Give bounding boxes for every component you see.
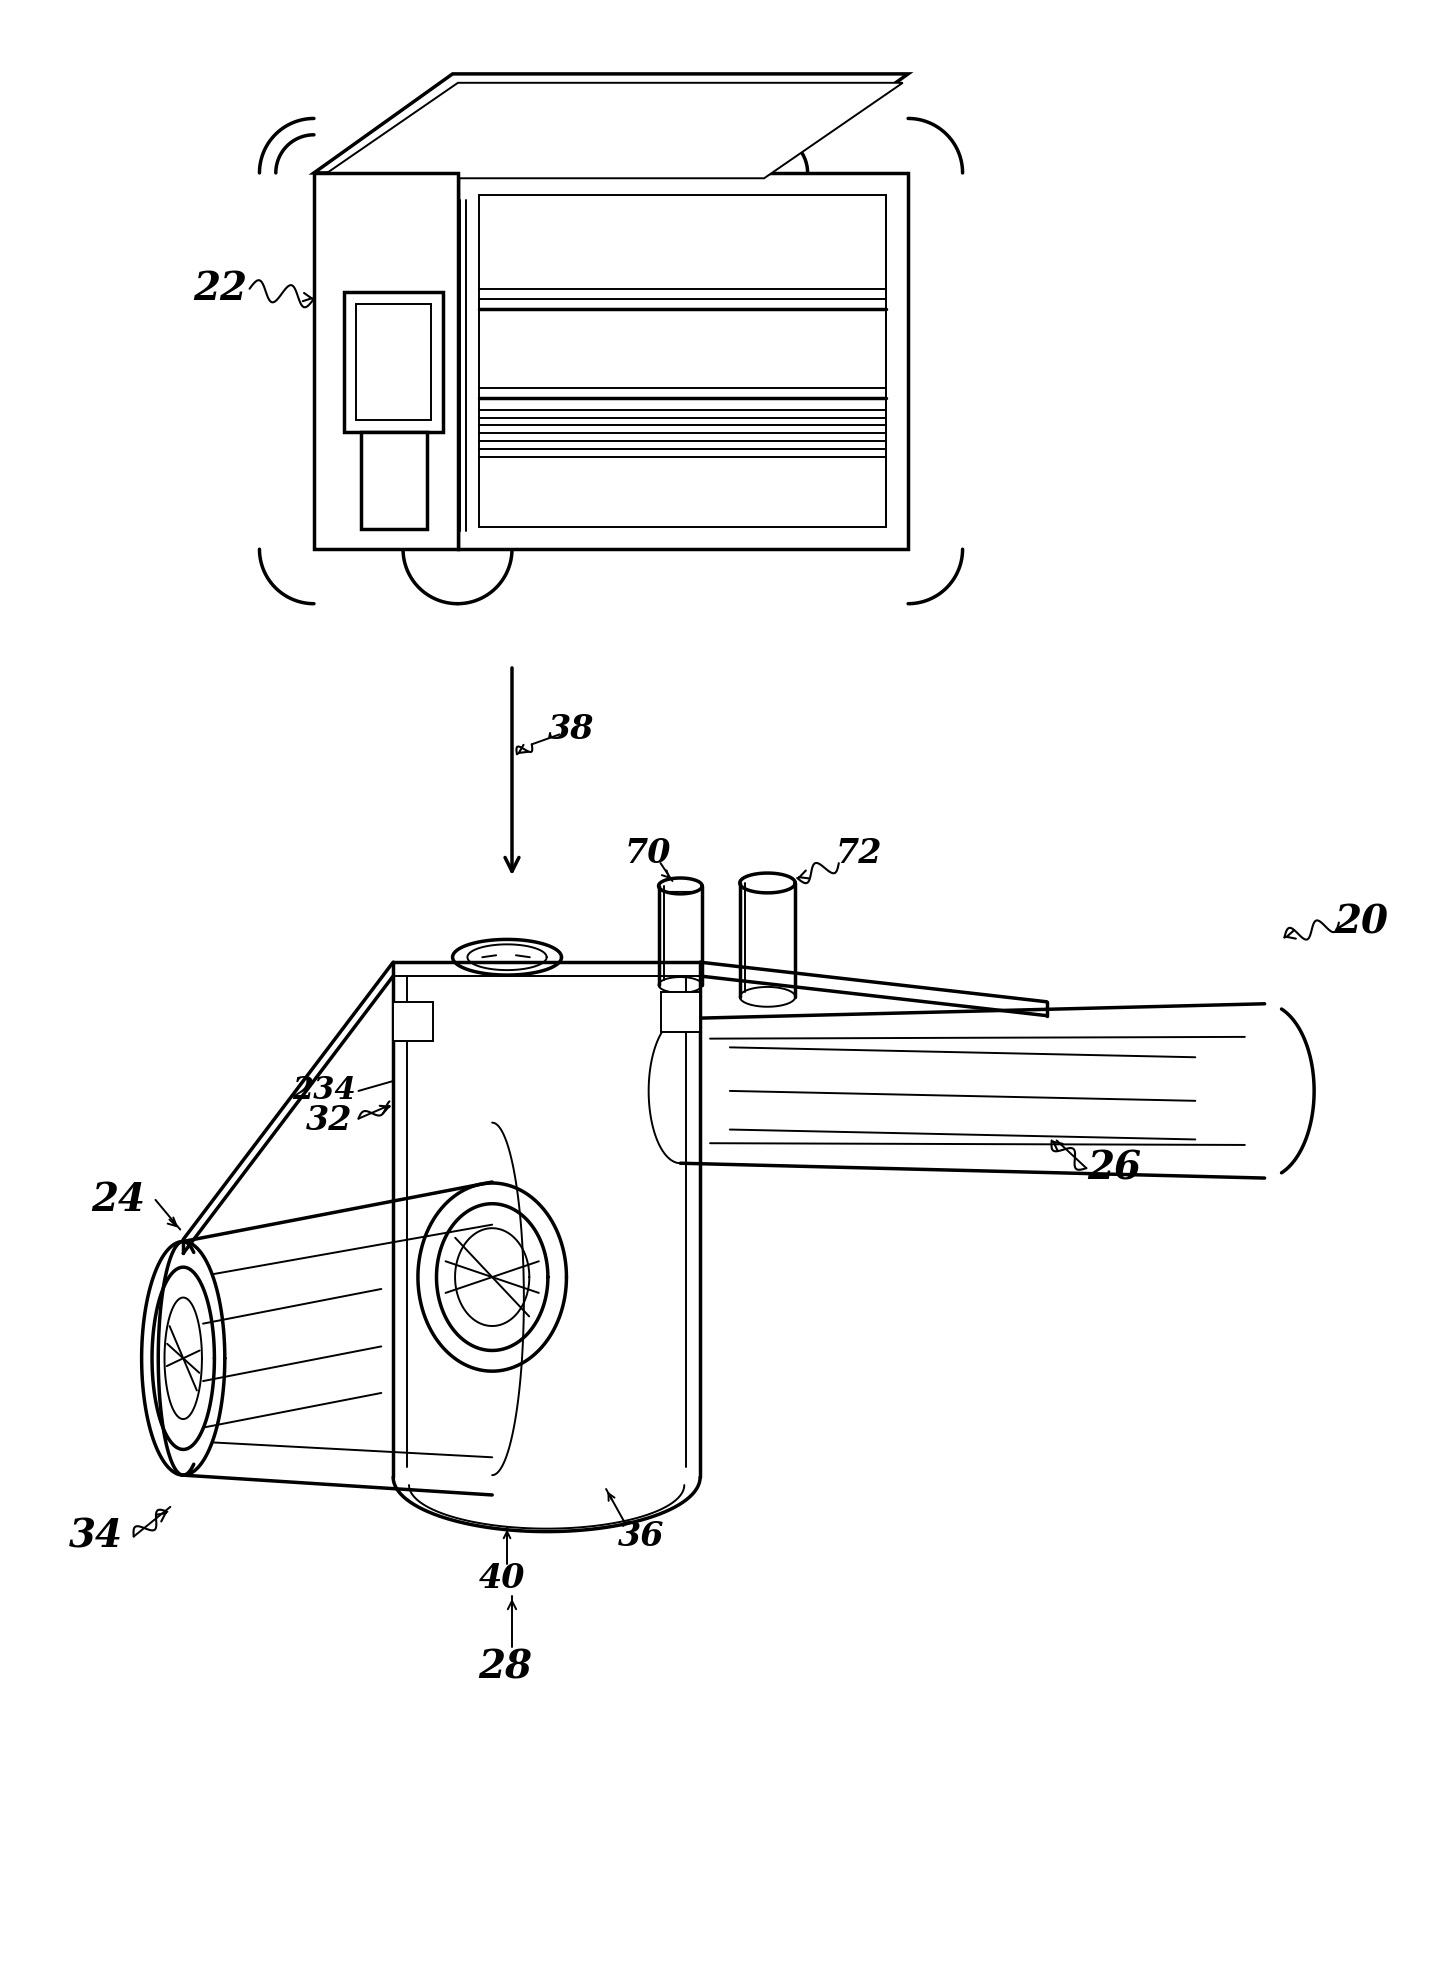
Text: 234: 234: [292, 1075, 356, 1107]
Text: 72: 72: [836, 836, 881, 869]
Polygon shape: [661, 993, 700, 1032]
Polygon shape: [343, 292, 442, 432]
Text: 38: 38: [548, 712, 595, 746]
Polygon shape: [394, 1003, 432, 1042]
Text: 28: 28: [478, 1648, 532, 1685]
Text: 34: 34: [69, 1517, 123, 1556]
Polygon shape: [319, 82, 903, 179]
Polygon shape: [362, 432, 426, 530]
Polygon shape: [479, 194, 886, 528]
Text: 22: 22: [193, 271, 248, 308]
Polygon shape: [313, 173, 458, 549]
Text: 24: 24: [90, 1181, 145, 1218]
Polygon shape: [313, 75, 909, 173]
Text: 40: 40: [479, 1562, 525, 1595]
Text: 20: 20: [1335, 904, 1388, 942]
Text: 70: 70: [624, 836, 671, 869]
Text: 32: 32: [306, 1105, 352, 1138]
Polygon shape: [355, 304, 431, 420]
Polygon shape: [458, 173, 909, 549]
Text: 36: 36: [618, 1521, 664, 1554]
Text: 26: 26: [1088, 1150, 1141, 1187]
